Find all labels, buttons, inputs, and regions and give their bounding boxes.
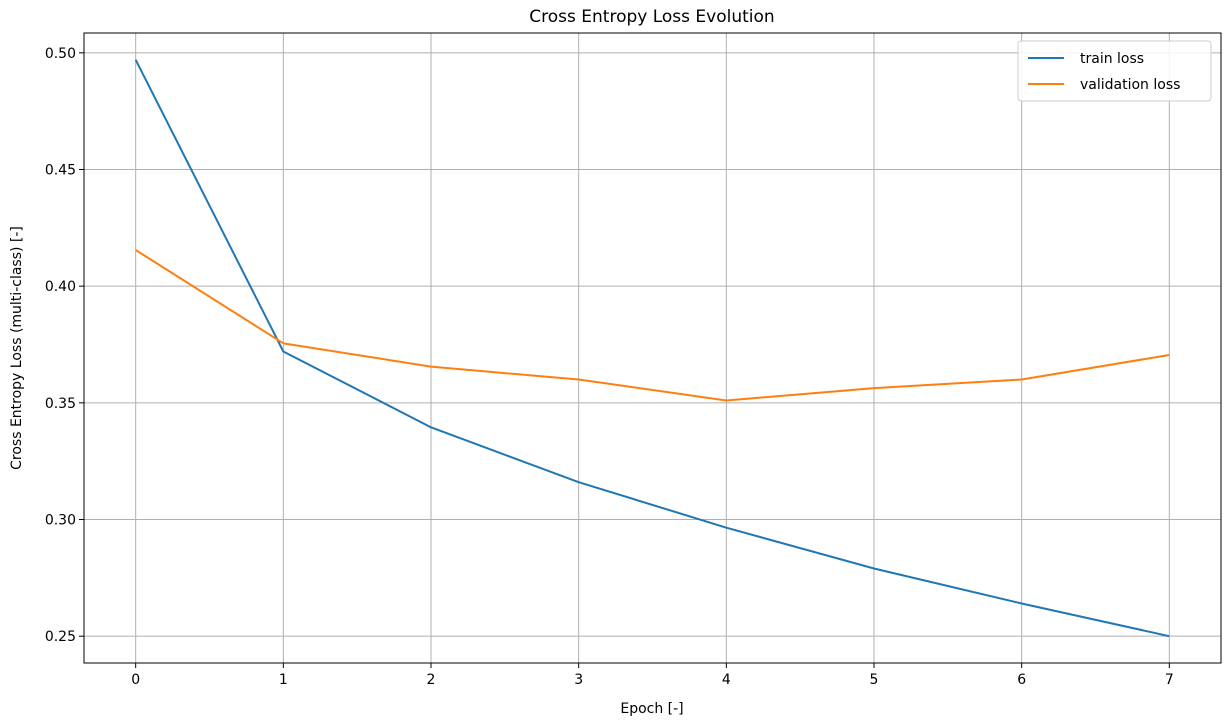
chart-title: Cross Entropy Loss Evolution [529, 7, 774, 27]
series-line-validation-loss [135, 249, 1170, 402]
y-axis: 0.25 0.30 0.35 0.40 0.45 0.50 [45, 46, 84, 645]
x-tick-label: 6 [1017, 672, 1026, 688]
x-tick-label: 0 [131, 672, 140, 688]
y-axis-title: Cross Entropy Loss (multi-class) [-] [9, 226, 25, 470]
x-tick-label: 7 [1165, 672, 1174, 688]
x-tick-label: 1 [279, 672, 288, 688]
y-tick-label: 0.50 [45, 46, 76, 62]
plot-frame [83, 32, 1222, 664]
x-tick-label: 5 [870, 672, 879, 688]
y-tick-label: 0.40 [45, 279, 76, 295]
legend: train loss validation loss [1017, 40, 1212, 102]
legend-label: train loss [1080, 51, 1144, 67]
y-tick-label: 0.35 [45, 396, 76, 412]
x-tick-label: 3 [574, 672, 583, 688]
series-layer [134, 59, 1170, 638]
series-line-train-loss [134, 59, 1170, 638]
y-tick-label: 0.25 [45, 629, 76, 645]
x-axis: 0 1 2 3 4 5 6 7 [131, 663, 1174, 688]
x-tick-label: 2 [427, 672, 436, 688]
x-tick-label: 4 [722, 672, 731, 688]
y-tick-label: 0.30 [45, 513, 76, 529]
x-axis-title: Epoch [-] [620, 701, 683, 717]
legend-box [1017, 40, 1212, 102]
legend-label: validation loss [1080, 77, 1180, 93]
y-tick-label: 0.45 [45, 163, 76, 179]
